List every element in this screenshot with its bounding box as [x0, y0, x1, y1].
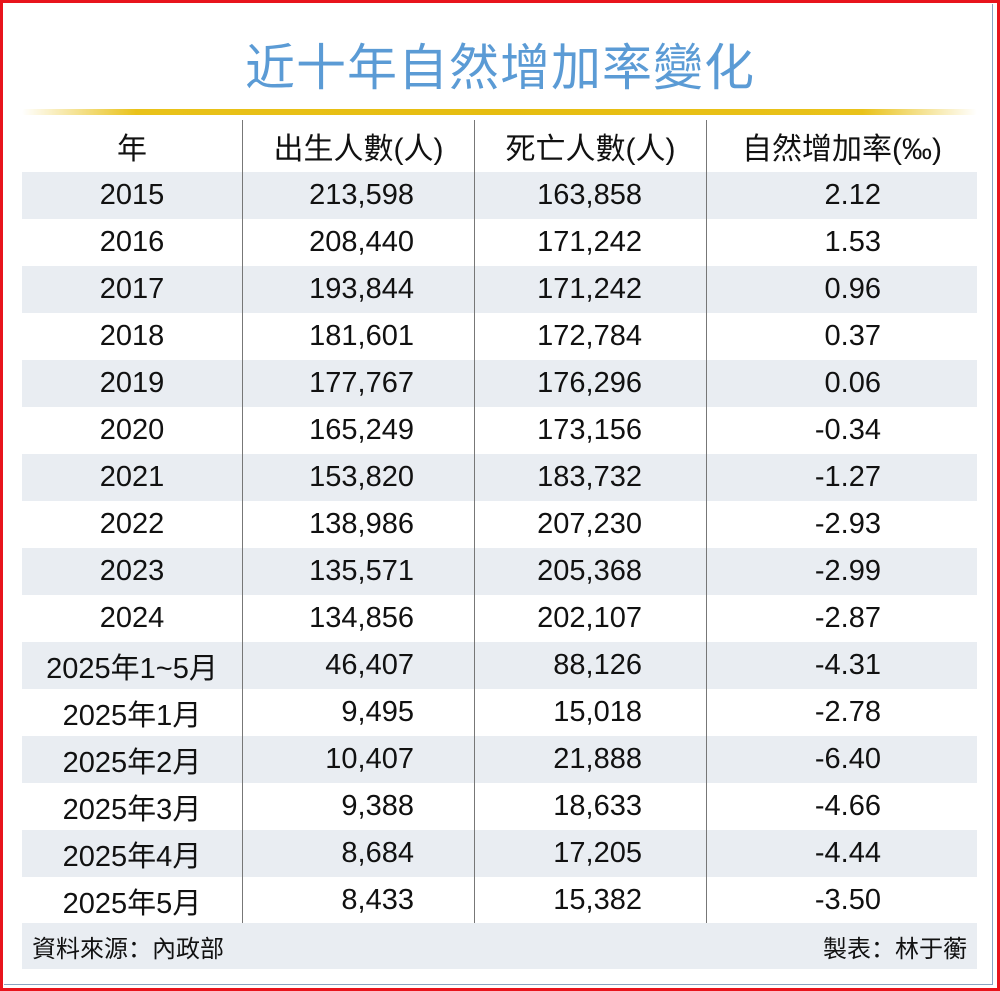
table-row: 2015 213,598 163,858 2.12 [22, 172, 977, 219]
cell-year: 2025年5月 [22, 877, 243, 924]
cell-deaths: 205,368 [475, 548, 707, 595]
table-row: 2016 208,440 171,242 1.53 [22, 219, 977, 266]
cell-births: 138,986 [243, 501, 475, 548]
cell-rate: -6.40 [814, 743, 881, 775]
header-rate: 自然增加率(‰) [742, 133, 942, 166]
cell-deaths: 171,242 [475, 219, 707, 266]
cell-year: 2018 [22, 313, 243, 360]
cell-births: 10,407 [243, 736, 475, 783]
cell-year: 2025年3月 [22, 783, 243, 830]
cell-births: 8,433 [243, 877, 475, 924]
cell-births: 193,844 [243, 266, 475, 313]
cell-deaths: 18,633 [475, 783, 707, 830]
cell-year: 2025年1~5月 [22, 642, 243, 689]
cell-births: 134,856 [243, 595, 475, 642]
cell-year: 2020 [22, 407, 243, 454]
cell-rate: 0.37 [824, 320, 881, 352]
title-divider [22, 109, 977, 115]
cell-births: 177,767 [243, 360, 475, 407]
table-row: 2018 181,601 172,784 0.37 [22, 313, 977, 360]
table-row: 2017 193,844 171,242 0.96 [22, 266, 977, 313]
cell-year: 2021 [22, 454, 243, 501]
cell-year: 2015 [22, 172, 243, 219]
cell-rate: 0.96 [824, 273, 881, 305]
cell-deaths: 207,230 [475, 501, 707, 548]
cell-deaths: 15,018 [475, 689, 707, 736]
cell-births: 9,495 [243, 689, 475, 736]
cell-births: 9,388 [243, 783, 475, 830]
table-row: 2020 165,249 173,156 -0.34 [22, 407, 977, 454]
cell-rate: 2.12 [824, 179, 881, 211]
cell-births: 208,440 [243, 219, 475, 266]
cell-year: 2025年4月 [22, 830, 243, 877]
cell-rate: 1.53 [824, 226, 881, 258]
cell-deaths: 15,382 [475, 877, 707, 924]
cell-deaths: 202,107 [475, 595, 707, 642]
header-deaths: 死亡人數(人) [475, 120, 707, 172]
table-row: 2025年4月 8,684 17,205 -4.44 [22, 830, 977, 877]
cell-births: 213,598 [243, 172, 475, 219]
cell-rate: -1.27 [814, 461, 881, 493]
page-title: 近十年自然增加率變化 [245, 40, 755, 96]
cell-births: 181,601 [243, 313, 475, 360]
table-row: 2025年2月 10,407 21,888 -6.40 [22, 736, 977, 783]
cell-births: 135,571 [243, 548, 475, 595]
table-row: 2023 135,571 205,368 -2.99 [22, 548, 977, 595]
header-year: 年 [22, 120, 243, 172]
cell-year: 2025年2月 [22, 736, 243, 783]
cell-year: 2023 [22, 548, 243, 595]
cell-births: 165,249 [243, 407, 475, 454]
cell-deaths: 163,858 [475, 172, 707, 219]
cell-rate: -2.99 [814, 555, 881, 587]
cell-year: 2016 [22, 219, 243, 266]
cell-deaths: 17,205 [475, 830, 707, 877]
cell-deaths: 88,126 [475, 642, 707, 689]
cell-rate: -2.87 [814, 602, 881, 634]
cell-deaths: 176,296 [475, 360, 707, 407]
cell-births: 46,407 [243, 642, 475, 689]
table-header: 年 出生人數(人) 死亡人數(人) 自然增加率(‰) [22, 120, 977, 172]
cell-rate: -4.31 [814, 649, 881, 681]
table-row: 2025年1~5月 46,407 88,126 -4.31 [22, 642, 977, 689]
table-row: 2021 153,820 183,732 -1.27 [22, 454, 977, 501]
table-row: 2022 138,986 207,230 -2.93 [22, 501, 977, 548]
cell-deaths: 183,732 [475, 454, 707, 501]
table-row: 2025年1月 9,495 15,018 -2.78 [22, 689, 977, 736]
table-row: 2025年5月 8,433 15,382 -3.50 [22, 877, 977, 924]
cell-rate: -4.66 [814, 790, 881, 822]
cell-year: 2019 [22, 360, 243, 407]
table-row: 2024 134,856 202,107 -2.87 [22, 595, 977, 642]
cell-rate: -2.93 [814, 508, 881, 540]
cell-deaths: 173,156 [475, 407, 707, 454]
cell-year: 2022 [22, 501, 243, 548]
cell-deaths: 172,784 [475, 313, 707, 360]
data-table: 年 出生人數(人) 死亡人數(人) 自然增加率(‰) 2015 213,598 16… [22, 120, 977, 924]
cell-rate: -0.34 [814, 414, 881, 446]
cell-deaths: 171,242 [475, 266, 707, 313]
table-row: 2019 177,767 176,296 0.06 [22, 360, 977, 407]
cell-rate: -3.50 [814, 884, 881, 916]
cell-deaths: 21,888 [475, 736, 707, 783]
cell-births: 8,684 [243, 830, 475, 877]
cell-year: 2024 [22, 595, 243, 642]
cell-rate: 0.06 [824, 367, 881, 399]
credit-note: 製表：林于蘅 [823, 935, 967, 963]
cell-births: 153,820 [243, 454, 475, 501]
cell-year: 2017 [22, 266, 243, 313]
header-births: 出生人數(人) [243, 120, 475, 172]
inner-frame [4, 4, 993, 985]
table-row: 2025年3月 9,388 18,633 -4.66 [22, 783, 977, 830]
cell-rate: -4.44 [814, 837, 881, 869]
source-note: 資料來源：內政部 [32, 935, 224, 963]
cell-rate: -2.78 [814, 696, 881, 728]
cell-year: 2025年1月 [22, 689, 243, 736]
table-footer: 資料來源：內政部 製表：林于蘅 [22, 923, 977, 969]
